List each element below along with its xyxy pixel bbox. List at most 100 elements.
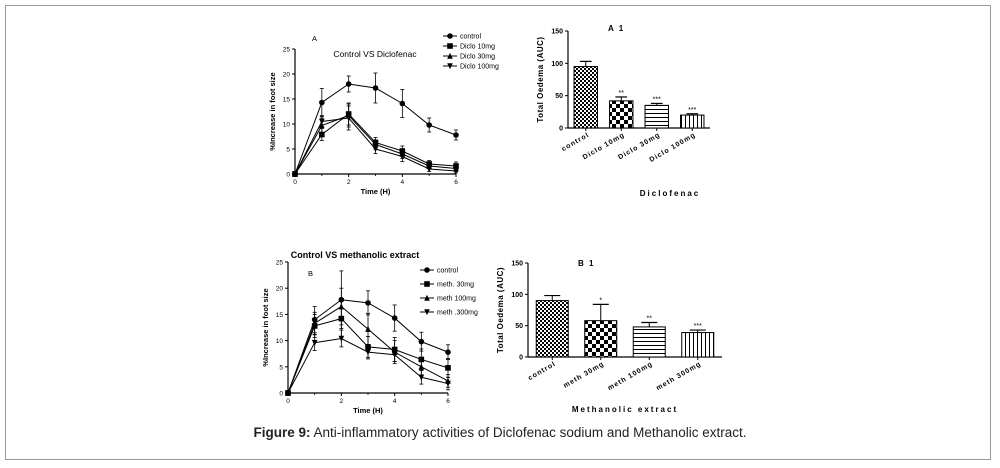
chart-a1-significance-label: ** bbox=[619, 90, 625, 97]
chart-a-point bbox=[345, 81, 352, 87]
chart-a-point bbox=[399, 153, 406, 160]
caption-label: Figure 9: bbox=[253, 425, 311, 440]
chart-a1-y-tick-label: 50 bbox=[555, 93, 563, 100]
chart-a-legend-label: Diclo 10mg bbox=[460, 44, 495, 51]
chart-b-point bbox=[311, 339, 318, 346]
chart-b1-bar bbox=[632, 326, 666, 358]
chart-b-x-tick-label: 4 bbox=[393, 398, 397, 405]
chart-a-point bbox=[319, 131, 325, 138]
chart-b1-panel-label: B 1 bbox=[578, 259, 595, 268]
chart-a-point bbox=[319, 118, 325, 125]
figure-frame bbox=[5, 5, 991, 460]
chart-b-point bbox=[311, 320, 318, 327]
chart-b1-y-tick-label: 100 bbox=[511, 292, 523, 299]
chart-b1-y-tick-label: 0 bbox=[519, 355, 523, 362]
chart-b1-significance-label: * bbox=[599, 297, 602, 304]
chart-a-y-tick-label: 5 bbox=[286, 147, 290, 154]
chart-a-legend-marker bbox=[447, 33, 453, 39]
chart-a-point bbox=[426, 122, 432, 128]
chart-b-point bbox=[365, 325, 371, 332]
chart-a-x-axis-label: Time (H) bbox=[361, 187, 391, 196]
chart-a-point bbox=[453, 132, 459, 138]
chart-a-point bbox=[399, 100, 406, 107]
chart-a-panel-label: A bbox=[312, 34, 317, 43]
chart-a-y-tick-label: 15 bbox=[283, 97, 291, 104]
chart-b-point bbox=[418, 363, 425, 370]
chart-b-point bbox=[338, 303, 345, 310]
chart-a-point bbox=[292, 171, 298, 178]
chart-a1-y-axis-label: Total Oedema (AUC) bbox=[536, 36, 545, 122]
chart-b-point bbox=[418, 338, 425, 345]
chart-a-legend-label: Diclo 100mg bbox=[460, 64, 499, 71]
chart-a1-y-tick-label: 150 bbox=[551, 29, 563, 36]
chart-a1-panel-label: A 1 bbox=[608, 24, 625, 33]
chart-a1-bar bbox=[609, 100, 634, 129]
chart-a1-significance-label: *** bbox=[688, 107, 696, 114]
chart-a-y-axis-label: %Increase in foot size bbox=[268, 72, 277, 150]
chart-b-point bbox=[391, 351, 398, 359]
chart-b1-y-tick-label: 150 bbox=[511, 261, 523, 268]
chart-a-point bbox=[372, 85, 379, 91]
chart-a1-significance-label: *** bbox=[653, 96, 661, 103]
chart-b1-x-axis-label: Methanolic extract bbox=[572, 405, 678, 414]
chart-b-legend-label: control bbox=[437, 268, 458, 275]
chart-b-legend-marker bbox=[424, 267, 430, 273]
chart-b-panel-label: B bbox=[308, 269, 313, 278]
chart-b-y-tick-label: 25 bbox=[276, 260, 284, 267]
chart-a-point bbox=[319, 99, 325, 106]
chart-a1-bar bbox=[573, 66, 598, 129]
chart-b1-category-label: meth 300mg bbox=[655, 361, 703, 392]
chart-b1-bar bbox=[584, 320, 618, 358]
figure-caption: Figure 9: Anti-inflammatory activities o… bbox=[0, 425, 1000, 440]
chart-b1-category-label: control bbox=[527, 361, 557, 382]
chart-b-point bbox=[445, 349, 451, 355]
chart-b-y-tick-label: 20 bbox=[276, 286, 284, 293]
chart-b-y-tick-label: 10 bbox=[276, 338, 284, 345]
chart-a-x-tick-label: 4 bbox=[401, 179, 405, 186]
chart-b1-category-label: meth 30mg bbox=[562, 361, 605, 390]
chart-b1-y-tick-label: 50 bbox=[515, 323, 523, 330]
chart-a-point bbox=[345, 115, 352, 122]
chart-b-legend-marker bbox=[424, 294, 430, 301]
chart-a-x-tick-label: 2 bbox=[347, 179, 351, 186]
chart-b1-bar bbox=[681, 332, 715, 358]
chart-a-y-tick-label: 0 bbox=[286, 172, 290, 179]
chart-b-title: Control VS methanolic extract bbox=[291, 250, 420, 260]
chart-a1-y-tick-label: 100 bbox=[551, 61, 563, 68]
chart-b-x-axis-label: Time (H) bbox=[353, 406, 383, 415]
chart-b-x-tick-label: 0 bbox=[286, 398, 290, 405]
chart-b-legend-marker bbox=[424, 309, 430, 316]
chart-b1-significance-label: *** bbox=[694, 323, 702, 330]
chart-b-point bbox=[391, 315, 398, 321]
chart-b-legend-label: meth. 30mg bbox=[437, 282, 474, 289]
chart-a-legend-marker bbox=[447, 52, 453, 59]
chart-a1-bar bbox=[680, 114, 705, 129]
chart-a1-y-tick-label: 0 bbox=[559, 126, 563, 133]
chart-b-point bbox=[285, 390, 291, 397]
chart-b1-category-label: meth 100mg bbox=[607, 361, 655, 392]
chart-b-x-tick-label: 2 bbox=[340, 398, 344, 405]
chart-a-legend-label: control bbox=[460, 34, 481, 41]
chart-b-x-tick-label: 6 bbox=[446, 398, 450, 405]
chart-b-point bbox=[365, 300, 371, 306]
chart-a-x-tick-label: 6 bbox=[454, 179, 458, 186]
chart-b-point bbox=[445, 380, 451, 387]
chart-b1-significance-label: ** bbox=[647, 316, 653, 323]
chart-a-point bbox=[426, 166, 432, 173]
chart-b-y-axis-label: %Increase in foot size bbox=[261, 288, 270, 366]
chart-a-point bbox=[453, 168, 459, 175]
chart-a-point bbox=[372, 146, 379, 153]
chart-a-y-tick-label: 20 bbox=[283, 72, 291, 79]
chart-a-y-tick-label: 10 bbox=[283, 122, 291, 129]
chart-a1-category-label: control bbox=[561, 132, 591, 153]
chart-a-title: Control VS Diclofenac bbox=[333, 49, 417, 59]
chart-b-legend-label: meth .300mg bbox=[437, 310, 478, 317]
chart-b-y-tick-label: 0 bbox=[279, 391, 283, 398]
chart-a-legend-marker bbox=[447, 63, 453, 70]
chart-b-y-tick-label: 5 bbox=[279, 364, 283, 371]
chart-b-legend-marker bbox=[424, 281, 430, 287]
chart-a-x-tick-label: 0 bbox=[293, 179, 297, 186]
chart-b-point bbox=[338, 335, 345, 342]
chart-a-legend-label: Diclo 30mg bbox=[460, 54, 495, 61]
